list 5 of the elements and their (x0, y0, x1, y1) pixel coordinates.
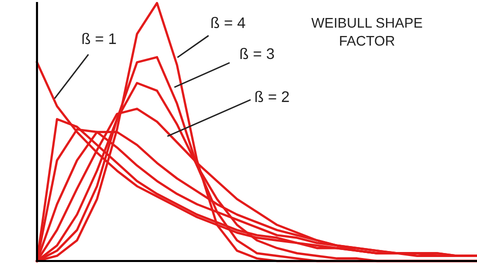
annotation: ß = 2 (255, 90, 289, 102)
text: WEIBULL SHAPE FACTOR (311, 18, 422, 46)
annotation: ß = 3 (240, 48, 274, 60)
annotation: ß = 4 (211, 16, 246, 28)
annotation: ß = 1 (82, 32, 116, 44)
